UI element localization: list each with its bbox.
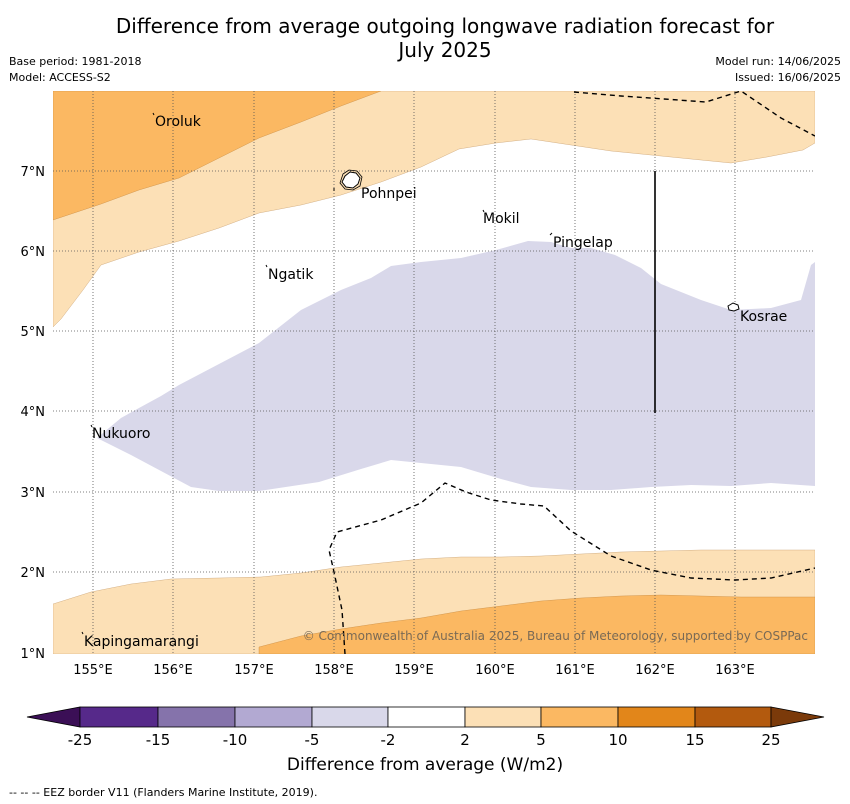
copyright-watermark: © Commonwealth of Australia 2025, Bureau… xyxy=(303,629,808,643)
lon-label: 159°E xyxy=(394,663,434,678)
colorbar-tick: 5 xyxy=(536,731,546,749)
label-ngatik: Ngatik xyxy=(268,267,314,283)
title-line-1: Difference from average outgoing longwav… xyxy=(115,14,775,38)
label-pohnpei: Pohnpei xyxy=(361,186,417,202)
colorbar-tick: -10 xyxy=(223,731,248,749)
lon-label: 155°E xyxy=(73,663,113,678)
colorbar xyxy=(26,706,825,728)
colorbar-label: Difference from average (W/m2) xyxy=(286,755,564,775)
colorbar-segment xyxy=(234,706,313,728)
lat-label: 6°N xyxy=(21,245,46,260)
island-markers xyxy=(81,112,553,635)
lat-label: 5°N xyxy=(21,325,46,340)
label-kosrae: Kosrae xyxy=(740,309,787,325)
lon-label: 156°E xyxy=(153,663,193,678)
latitude-gridlines xyxy=(53,170,815,573)
lon-label: 162°E xyxy=(635,663,675,678)
lat-label: 7°N xyxy=(21,165,46,180)
contour-band-5-10-north xyxy=(53,91,382,221)
colorbar-segment xyxy=(617,706,696,728)
model-name: Model: ACCESS-S2 xyxy=(9,71,111,84)
contour-band-5-10-south xyxy=(258,594,815,654)
pohnpei-reef-icon xyxy=(339,169,363,191)
label-oroluk: Oroluk xyxy=(155,114,202,130)
longitude-axis: 155°E 156°E 157°E 158°E 159°E 160°E 161°… xyxy=(73,663,755,678)
kosrae-island-icon xyxy=(727,302,740,312)
lat-label: 1°N xyxy=(21,647,46,662)
label-nukuoro: Nukuoro xyxy=(92,426,150,442)
eez-borders xyxy=(328,91,815,654)
label-mokil: Mokil xyxy=(483,211,520,227)
colorbar-segment xyxy=(464,706,542,728)
latitude-axis: 7°N 6°N 5°N 4°N 3°N 2°N 1°N xyxy=(21,165,46,662)
eez-footnote: -- -- -- EEZ border V11 (Flanders Marine… xyxy=(9,786,318,799)
label-kapingamarangi: Kapingamarangi xyxy=(84,634,199,650)
contour-band-neg2-neg5 xyxy=(97,241,815,491)
run-info: Model run: 14/06/2025 Issued: 16/06/2025 xyxy=(715,54,841,86)
label-pingelap: Pingelap xyxy=(553,235,613,251)
colorbar-tick: 25 xyxy=(761,731,780,749)
chart-title: Difference from average outgoing longwav… xyxy=(90,14,800,62)
issued-date: Issued: 16/06/2025 xyxy=(734,71,841,84)
colorbar-tick: 10 xyxy=(608,731,627,749)
colorbar-segment xyxy=(387,706,466,728)
colorbar-tick: -2 xyxy=(381,731,396,749)
lon-label: 158°E xyxy=(314,663,354,678)
lat-label: 3°N xyxy=(21,486,46,501)
lat-label: 4°N xyxy=(21,405,46,420)
colorbar-segment xyxy=(79,706,159,728)
lon-label: 160°E xyxy=(475,663,515,678)
colorbar-segment xyxy=(540,706,619,728)
lon-label: 161°E xyxy=(555,663,595,678)
colorbar-low-arrow xyxy=(26,706,81,728)
pohnpei-island-icon xyxy=(341,171,361,189)
lon-label: 163°E xyxy=(715,663,755,678)
colorbar-tick: 15 xyxy=(685,731,704,749)
title-line-2: July 2025 xyxy=(398,38,492,62)
map-area xyxy=(53,91,815,654)
colorbar-tick: 2 xyxy=(460,731,470,749)
colorbar-ticks: -25 -15 -10 -5 -2 2 5 10 15 25 xyxy=(68,731,781,749)
contour-band-2-5-north xyxy=(53,91,815,328)
base-period: Base period: 1981-2018 xyxy=(9,55,142,68)
colorbar-tick: -25 xyxy=(68,731,93,749)
colorbar-segment xyxy=(157,706,236,728)
lon-label: 157°E xyxy=(234,663,274,678)
colorbar-segment xyxy=(311,706,389,728)
colorbar-segment xyxy=(694,706,772,728)
model-info: Base period: 1981-2018 Model: ACCESS-S2 xyxy=(9,54,141,86)
place-labels: Oroluk Pohnpei Mokil Pingelap Ngatik Kos… xyxy=(84,114,787,650)
model-run: Model run: 14/06/2025 xyxy=(715,55,841,68)
colorbar-high-arrow xyxy=(770,706,825,728)
lat-label: 2°N xyxy=(21,566,46,581)
colorbar-tick: -5 xyxy=(305,731,320,749)
colorbar-tick: -15 xyxy=(146,731,171,749)
